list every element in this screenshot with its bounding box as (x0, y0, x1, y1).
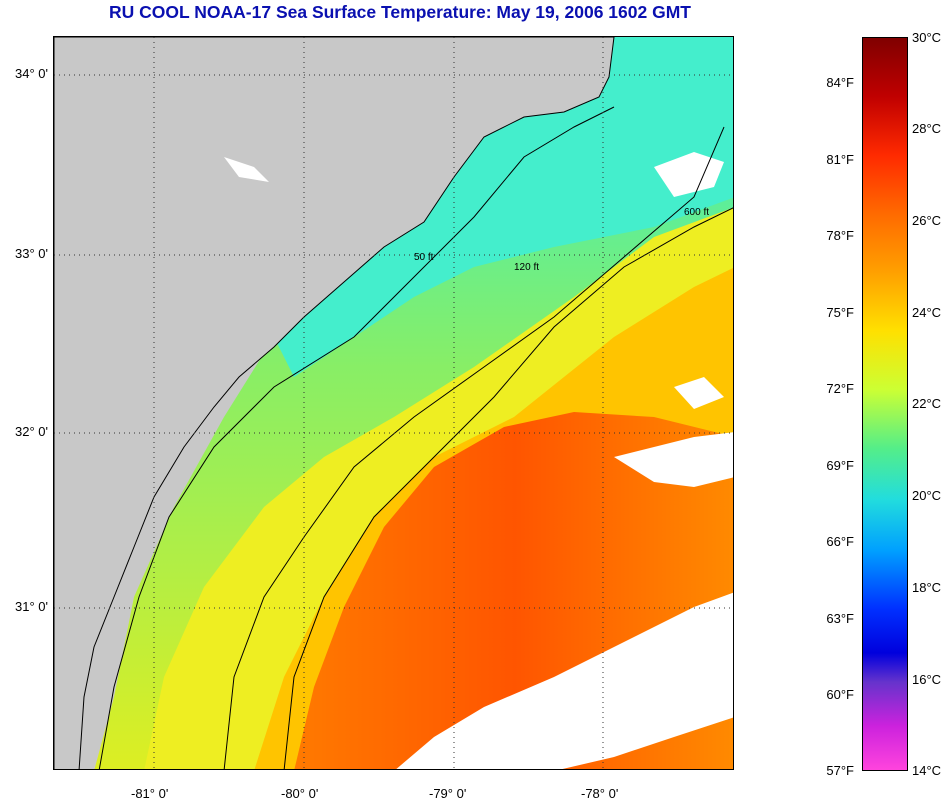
lat-label: 34° 0' (15, 66, 48, 81)
colorbar-c-label: 16°C (912, 672, 942, 687)
lat-label: 31° 0' (15, 599, 48, 614)
cloud-cover (224, 152, 733, 769)
colorbar-f-label: 81°F (826, 152, 854, 167)
colorbar-c-label: 28°C (912, 121, 942, 136)
contour-label: 120 ft (514, 262, 540, 273)
land (54, 37, 615, 769)
colorbar-f-label: 57°F (826, 763, 854, 778)
graticule (54, 37, 733, 769)
colorbar-c-label: 20°C (912, 488, 942, 503)
sst-map[interactable]: 120 ft 600 ft 50 ft (53, 36, 734, 770)
contour-label: 50 ft (414, 252, 434, 263)
temperature-colorbar (862, 37, 908, 771)
colorbar-f-label: 72°F (826, 381, 854, 396)
colorbar-f-label: 84°F (826, 75, 854, 90)
lon-label: -78° 0' (581, 786, 619, 801)
colorbar-c-label: 24°C (912, 305, 942, 320)
lon-label: -80° 0' (281, 786, 319, 801)
colorbar-f-label: 63°F (826, 611, 854, 626)
colorbar-c-label: 26°C (912, 213, 942, 228)
colorbar-c-label: 22°C (912, 396, 942, 411)
lon-label: -79° 0' (429, 786, 467, 801)
contour-label: 600 ft (684, 207, 710, 218)
colorbar-f-label: 60°F (826, 687, 854, 702)
depth-contours (98, 106, 733, 769)
lat-label: 33° 0' (15, 246, 48, 261)
map-title: RU COOL NOAA-17 Sea Surface Temperature:… (109, 2, 691, 22)
colorbar-f-label: 75°F (826, 305, 854, 320)
colorbar-c-label: 30°C (912, 30, 942, 45)
colorbar-f-label: 69°F (826, 458, 854, 473)
colorbar-c-label: 18°C (912, 580, 942, 595)
lon-label: -81° 0' (131, 786, 169, 801)
colorbar-f-label: 78°F (826, 228, 854, 243)
sst-map-graphic (54, 37, 733, 769)
colorbar-c-label: 14°C (912, 763, 942, 778)
lat-label: 32° 0' (15, 424, 48, 439)
colorbar-f-label: 66°F (826, 534, 854, 549)
cool-water (274, 37, 733, 377)
